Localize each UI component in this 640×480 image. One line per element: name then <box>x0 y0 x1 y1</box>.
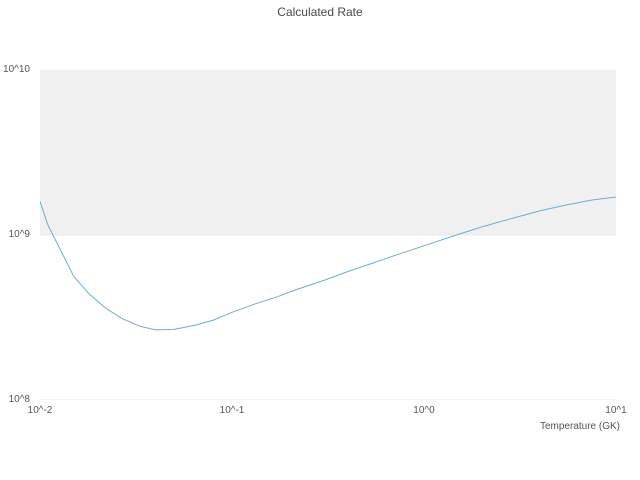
rate-curve <box>40 196 616 331</box>
shaded-band-region <box>40 70 616 235</box>
y-tick-1e8: 10^8 <box>8 394 30 405</box>
x-tick-1e-1: 10^-1 <box>219 405 245 416</box>
x-axis-label: Temperature (GK) <box>539 421 620 432</box>
x-tick-1e0: 10^0 <box>413 405 435 416</box>
chart-title: Calculated Rate <box>277 5 363 19</box>
plot-area <box>40 70 616 400</box>
x-tick-1e1: 10^1 <box>605 405 627 416</box>
y-tick-1e10: 10^10 <box>3 64 30 75</box>
gridlines <box>40 70 616 400</box>
y-tick-1e9: 10^9 <box>8 229 30 240</box>
x-tick-1e-2: 10^-2 <box>27 405 53 416</box>
rate-line-plot <box>40 70 616 400</box>
